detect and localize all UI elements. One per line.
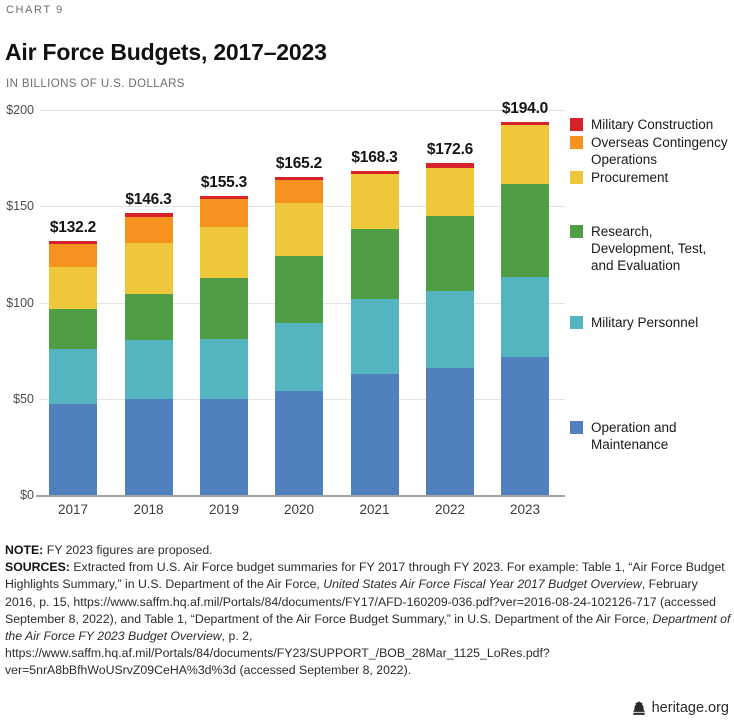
note-text: FY 2023 figures are proposed. (46, 543, 213, 557)
military-construction-swatch (570, 118, 583, 131)
bar-segment-military_construction (124, 213, 173, 217)
sources-text-run: , February 2016, p. 15, https://www.saff… (5, 577, 717, 626)
bar-segment-overseas_contingency (49, 244, 97, 267)
legend-label: Military Personnel (591, 315, 699, 330)
bar-total-label: $132.2 (49, 218, 97, 236)
x-axis-label: 2019 (208, 502, 240, 517)
bar-segment-military_personnel (350, 299, 399, 374)
bar-segment-rdte (350, 228, 399, 300)
bar-segment-military_personnel (275, 323, 323, 391)
bar-segment-military_construction (275, 176, 323, 181)
bar-segment-military_personnel (501, 277, 549, 357)
bar-segment-overseas_contingency (275, 180, 323, 203)
stacked-bar-chart: $0 $50 $100 $150 $200 $132.2 2017 $146.3 2018 $15… (6, 99, 565, 517)
sources-text-run: Extracted from U.S. Air Force budget sum… (5, 560, 725, 592)
bar-segment-military_construction (426, 162, 474, 169)
bar-total-label: $194.0 (501, 99, 549, 117)
x-axis-label: 2023 (509, 502, 541, 517)
legend-label: Overseas Contingency Operations (591, 135, 728, 167)
footer-brand-text: heritage.org (651, 700, 729, 716)
bar-total-label: $165.2 (275, 154, 323, 172)
bar-segment-military_personnel (426, 291, 474, 368)
bar-segment-procurement (426, 168, 474, 216)
page-title: Air Force Budgets, 2017–2023 (5, 39, 327, 66)
bar-segment-operation_maintenance (426, 367, 474, 495)
y-axis-label: $150 (6, 199, 34, 214)
bar-segment-operation_maintenance (200, 398, 248, 495)
bar-segment-military_construction (350, 171, 399, 175)
bar-segment-military_construction (49, 240, 97, 245)
bar-segment-procurement (49, 266, 97, 310)
legend-item-military-construction: Military Construction (570, 116, 731, 133)
liberty-bell-icon (632, 701, 645, 715)
chart-legend: Military Construction Overseas Contingen… (570, 0, 734, 540)
bar-segment-rdte (426, 215, 474, 292)
bar-segment-rdte (501, 184, 549, 278)
bar-segment-operation_maintenance (350, 373, 399, 495)
gridline-200 (40, 110, 565, 111)
bar-segment-rdte (49, 309, 97, 349)
bar-segment-operation_maintenance (275, 390, 323, 495)
military-personnel-swatch (570, 316, 583, 329)
legend-item-procurement: Procurement (570, 169, 731, 186)
bar-total-label: $172.6 (426, 140, 474, 158)
bar-segment-rdte (200, 277, 248, 339)
bar-segment-military_construction (200, 196, 248, 200)
procurement-swatch (570, 171, 583, 184)
overseas-contingency-swatch (570, 136, 583, 149)
bar-segment-operation_maintenance (124, 399, 173, 495)
legend-item-rdte: Research, Development, Test, and Evaluat… (570, 223, 731, 274)
sources-label: SOURCES: (5, 560, 70, 575)
legend-item-military-personnel: Military Personnel (570, 314, 731, 331)
operation-maintenance-swatch (570, 421, 583, 434)
x-axis-label: 2017 (57, 502, 89, 517)
x-axis-label: 2022 (434, 502, 466, 517)
bar-segment-military_construction (501, 121, 549, 126)
bar-segment-military_personnel (124, 340, 173, 400)
notes-section: NOTE: FY 2023 figures are proposed. SOUR… (5, 542, 731, 680)
bar-segment-overseas_contingency (200, 199, 248, 228)
x-axis-label: 2020 (283, 502, 315, 517)
bar-segment-operation_maintenance (501, 356, 549, 495)
note-line: NOTE: FY 2023 figures are proposed. (5, 542, 731, 559)
x-axis-label: 2021 (359, 502, 390, 517)
footer-brand: heritage.org (632, 700, 729, 716)
y-axis-label: $100 (6, 295, 34, 310)
legend-label: Military Construction (591, 117, 714, 132)
bar-total-label: $146.3 (125, 191, 172, 209)
legend-item-overseas-contingency-operations: Overseas Contingency Operations (570, 134, 731, 168)
bar-segment-rdte (124, 293, 173, 341)
bar-segment-military_personnel (200, 338, 248, 399)
sources-text-run: United States Air Force Fiscal Year 2017… (323, 577, 642, 592)
bar-segment-procurement (350, 174, 399, 229)
bar-segment-military_personnel (49, 348, 97, 404)
chart-kicker: CHART 9 (6, 4, 64, 16)
bar-total-label: $168.3 (351, 149, 398, 167)
axis-baseline (36, 495, 565, 497)
sources-text-run: , p. 2, https://www.saffm.hq.af.mil/Port… (5, 629, 550, 678)
y-axis-label: $0 (20, 488, 34, 502)
y-axis-label: $50 (13, 391, 34, 406)
legend-item-operation-maintenance: Operation and Maintenance (570, 419, 731, 453)
bar-total-label: $155.3 (200, 174, 248, 192)
bar-segment-procurement (124, 243, 173, 294)
legend-label: Operation and Maintenance (591, 420, 677, 452)
rdte-swatch (570, 225, 583, 238)
bar-segment-operation_maintenance (49, 403, 97, 495)
note-label: NOTE: (5, 543, 44, 557)
bar-segment-rdte (275, 255, 323, 324)
sources-text-run: Department of the Air Force FY 2023 Budg… (5, 611, 731, 644)
bar-segment-procurement (501, 125, 549, 185)
y-axis-label: $200 (6, 103, 34, 117)
x-axis-label: 2018 (133, 502, 164, 517)
bar-segment-overseas_contingency (124, 216, 173, 243)
legend-label: Procurement (591, 170, 669, 185)
sources-line: SOURCES: Extracted from U.S. Air Force b… (5, 559, 731, 679)
legend-label: Research, Development, Test, and Evaluat… (591, 224, 707, 273)
bar-segment-procurement (275, 202, 323, 256)
bar-segment-procurement (200, 227, 248, 278)
chart-units-label: IN BILLIONS OF U.S. DOLLARS (6, 78, 185, 90)
